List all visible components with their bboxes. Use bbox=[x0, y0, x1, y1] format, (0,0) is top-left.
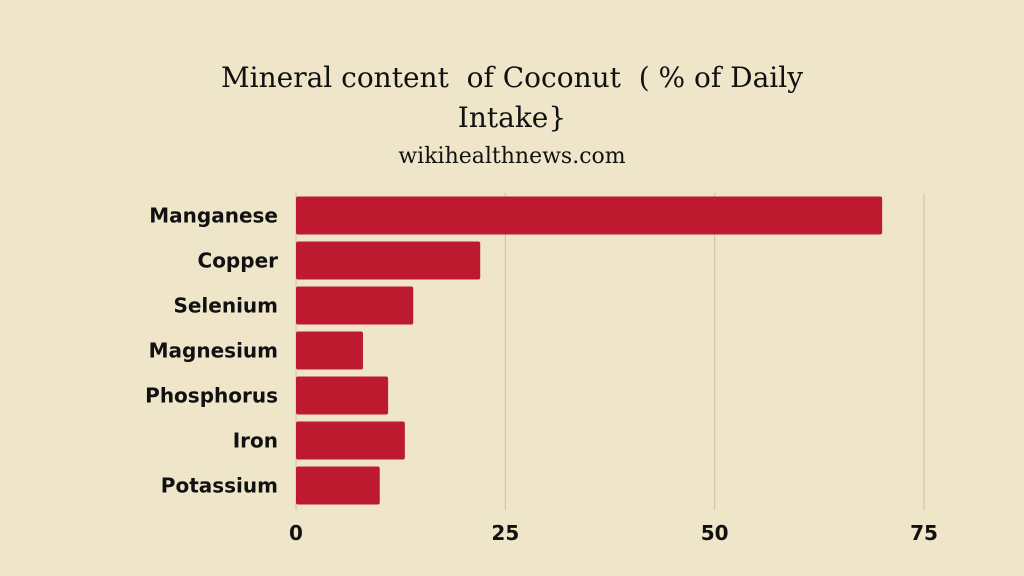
bars bbox=[296, 196, 883, 505]
x-tick-label: 25 bbox=[491, 521, 519, 545]
x-tick-label: 0 bbox=[289, 521, 303, 545]
x-tick-labels: 0 25 50 75 bbox=[289, 521, 938, 545]
grid-lines bbox=[295, 193, 925, 510]
bar-iron bbox=[296, 421, 405, 460]
category-label: Magnesium bbox=[149, 339, 278, 363]
bar-copper bbox=[296, 241, 481, 280]
category-label: Potassium bbox=[161, 474, 278, 498]
chart-title-line-2: Intake} bbox=[457, 101, 567, 134]
category-label: Selenium bbox=[173, 294, 278, 318]
bar-manganese bbox=[296, 196, 883, 235]
bar-magnesium bbox=[296, 331, 363, 370]
bar-phosphorus bbox=[296, 376, 389, 415]
chart-title-line-1: Mineral content of Coconut ( % of Daily bbox=[220, 61, 804, 94]
x-tick-label: 50 bbox=[701, 521, 729, 545]
bar-selenium bbox=[296, 286, 414, 325]
category-label: Copper bbox=[198, 249, 279, 273]
category-label: Iron bbox=[233, 429, 278, 453]
chart-title: Mineral content of Coconut ( % of Daily … bbox=[0, 58, 1024, 138]
x-tick-label: 75 bbox=[910, 521, 938, 545]
category-labels: Manganese Copper Selenium Magnesium Phosphor… bbox=[145, 204, 278, 498]
chart-subtitle: wikihealthnews.com bbox=[398, 144, 626, 169]
bar-potassium bbox=[296, 466, 380, 505]
category-label: Manganese bbox=[149, 204, 278, 228]
category-label: Phosphorus bbox=[145, 384, 278, 408]
